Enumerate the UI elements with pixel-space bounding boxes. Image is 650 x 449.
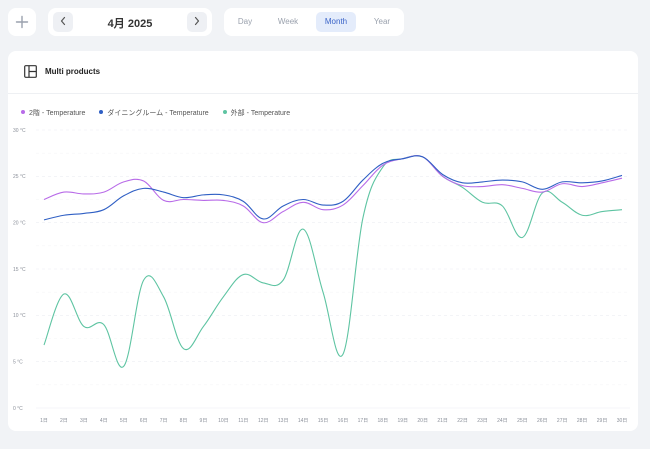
- x-tick-label: 1日: [40, 418, 48, 424]
- x-tick-label: 8日: [180, 418, 188, 424]
- x-tick-label: 17日: [358, 418, 369, 424]
- chevron-right-icon: [193, 13, 201, 31]
- series-line[interactable]: [43, 155, 623, 221]
- y-tick-label: 0 °C: [13, 406, 23, 412]
- x-tick-label: 28日: [577, 418, 588, 424]
- x-tick-label: 10日: [218, 418, 229, 424]
- x-tick-label: 2日: [60, 418, 68, 424]
- tab-week[interactable]: Week: [277, 17, 299, 26]
- x-tick-label: 15日: [318, 418, 329, 424]
- legend-item[interactable]: ダイニングルーム - Temperature: [99, 108, 209, 118]
- legend-label: 外部 - Temperature: [230, 110, 291, 117]
- previous-month-button[interactable]: [53, 12, 73, 32]
- legend-item[interactable]: 外部 - Temperature: [222, 108, 291, 118]
- card-title: Multi products: [45, 67, 101, 76]
- x-tick-label: 19日: [397, 418, 408, 424]
- x-tick-label: 9日: [200, 418, 208, 424]
- x-tick-label: 25日: [517, 418, 528, 424]
- x-tick-label: 18日: [378, 418, 389, 424]
- tab-year[interactable]: Year: [373, 17, 391, 26]
- chart-card: Multi products 2階 - Temperature ダイニングルーム…: [8, 51, 638, 431]
- x-tick-label: 20日: [417, 418, 428, 424]
- x-tick-label: 16日: [338, 418, 349, 424]
- x-tick-label: 21日: [437, 418, 448, 424]
- plus-icon: [15, 15, 29, 29]
- legend-item[interactable]: 2階 - Temperature: [21, 108, 85, 118]
- chart-legend: 2階 - Temperature ダイニングルーム - Temperature …: [21, 108, 302, 118]
- x-tick-label: 24日: [497, 418, 508, 424]
- x-tick-label: 30日: [617, 418, 628, 424]
- x-tick-label: 23日: [477, 418, 488, 424]
- x-tick-label: 29日: [597, 418, 608, 424]
- x-tick-label: 27日: [557, 418, 568, 424]
- date-navigator: 4月 2025: [48, 8, 212, 36]
- y-tick-label: 5 °C: [13, 359, 23, 365]
- x-tick-label: 11日: [238, 418, 248, 424]
- chevron-left-icon: [59, 13, 67, 31]
- legend-label: 2階 - Temperature: [29, 110, 86, 117]
- series-line[interactable]: [43, 155, 623, 368]
- y-tick-label: 15 °C: [13, 267, 26, 273]
- tab-month[interactable]: Month: [316, 12, 356, 32]
- y-tick-label: 30 °C: [13, 128, 26, 134]
- y-tick-label: 10 °C: [13, 313, 26, 319]
- range-tabs: Day Week Month Year: [224, 8, 404, 36]
- dashboard-layout-icon: [24, 65, 37, 83]
- y-tick-label: 25 °C: [13, 174, 26, 180]
- x-tick-label: 12日: [258, 418, 269, 424]
- next-month-button[interactable]: [187, 12, 207, 32]
- x-tick-label: 22日: [457, 418, 468, 424]
- series-line[interactable]: [43, 155, 623, 224]
- x-tick-label: 14日: [298, 418, 309, 424]
- legend-dot: [222, 110, 227, 114]
- x-tick-label: 13日: [278, 418, 289, 424]
- legend-dot: [99, 110, 104, 114]
- card-header: Multi products: [8, 51, 638, 94]
- temperature-line-chart: 0 °C 5 °C 10 °C 15 °C 20 °C 25 °C 30 °C 1日 2日 3日 4…: [13, 128, 630, 424]
- x-tick-label: 6日: [140, 418, 148, 424]
- y-tick-label: 20 °C: [13, 220, 26, 226]
- legend-label: ダイニングルーム - Temperature: [107, 110, 209, 117]
- add-button[interactable]: [8, 8, 36, 36]
- x-tick-label: 26日: [537, 418, 548, 424]
- x-tick-label: 5日: [120, 418, 128, 424]
- x-tick-label: 7日: [160, 418, 168, 424]
- current-month-label[interactable]: 4月 2025: [107, 18, 153, 30]
- tab-day[interactable]: Day: [237, 17, 253, 26]
- legend-dot: [21, 110, 25, 114]
- x-tick-label: 3日: [80, 418, 88, 424]
- x-tick-label: 4日: [100, 418, 108, 424]
